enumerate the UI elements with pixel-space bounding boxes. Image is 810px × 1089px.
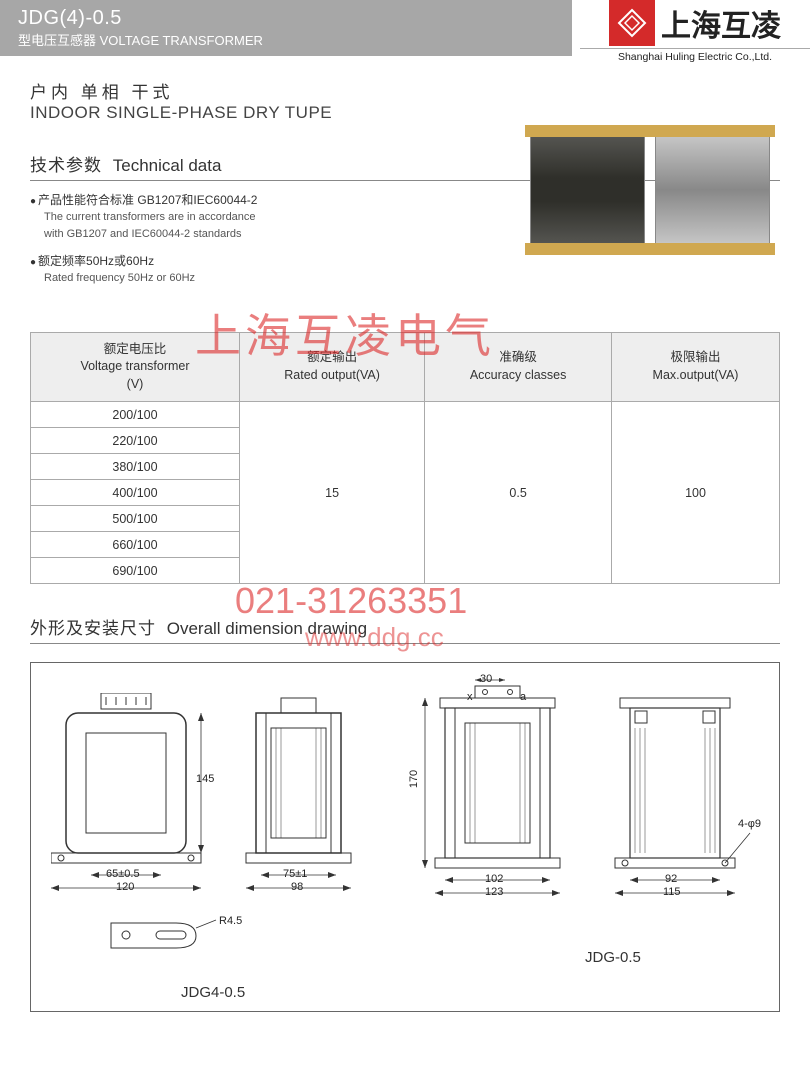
th-voltage: 额定电压比 Voltage transformer (V): [31, 332, 240, 402]
th-rated: 额定输出 Rated output(VA): [239, 332, 424, 402]
th-text: 准确级: [429, 349, 607, 367]
tech-item: 额定频率50Hz或60Hz Rated frequency 50Hz or 60…: [30, 252, 780, 287]
th-text: Max.output(VA): [616, 367, 775, 385]
th-text: 极限输出: [616, 349, 775, 367]
mark-a: a: [520, 691, 526, 703]
th-text: 额定电压比: [35, 341, 235, 359]
dim-base-r: 123: [485, 886, 503, 898]
subtitle-en: VOLTAGE TRANSFORMER: [100, 33, 263, 48]
product-photo: [530, 130, 770, 250]
model-subtitle: 型电压互感器 VOLTAGE TRANSFORMER: [18, 30, 554, 49]
cell-voltage: 500/100: [31, 506, 240, 532]
company-name-cn: 上海互凌: [661, 1, 781, 45]
model-number: JDG(4)-0.5: [18, 7, 554, 30]
company-logo-block: 上海互凌 Shanghai Huling Electric Co.,Ltd.: [580, 0, 810, 56]
cell-voltage: 380/100: [31, 454, 240, 480]
spec-table: 额定电压比 Voltage transformer (V) 额定输出 Rated…: [30, 332, 780, 585]
header-bar: JDG(4)-0.5 型电压互感器 VOLTAGE TRANSFORMER 上海…: [0, 0, 810, 56]
product-type-en: INDOOR SINGLE-PHASE DRY TUPE: [30, 103, 780, 123]
cell-voltage: 660/100: [31, 532, 240, 558]
cell-voltage: 690/100: [31, 558, 240, 584]
dim-head-cn: 外形及安装尺寸: [30, 619, 156, 638]
product-type-cn: 户内 单相 干式: [30, 78, 780, 103]
dim-inner-r: 102: [485, 873, 503, 885]
logo-icon: [609, 0, 655, 46]
front-view-left: [51, 693, 206, 893]
cell-max: 100: [612, 402, 780, 584]
dim-inner-w: 65±0.5: [106, 868, 140, 880]
dim-hole: 4-φ9: [738, 818, 761, 830]
cell-voltage: 400/100: [31, 480, 240, 506]
mark-x: x: [467, 691, 473, 703]
th-text: 额定输出: [244, 349, 420, 367]
dim-top-off: 30: [480, 673, 492, 685]
th-text: Accuracy classes: [429, 367, 607, 385]
dim-side-inner-r: 92: [665, 873, 677, 885]
dim-side-base-r: 115: [663, 886, 681, 898]
photo-closed: [530, 130, 645, 250]
side-view-left: [236, 693, 366, 893]
dim-height: 145: [196, 773, 214, 785]
dim-head-en: Overall dimension drawing: [167, 619, 367, 638]
cell-accuracy: 0.5: [425, 402, 612, 584]
dim-base-w: 120: [116, 881, 134, 893]
tech-head-cn: 技术参数: [30, 156, 102, 175]
dim-side-inner: 75±1: [283, 868, 307, 880]
dim-side-base: 98: [291, 881, 303, 893]
tech-head-en: Technical data: [113, 156, 222, 175]
side-view-right: [605, 683, 760, 903]
tech-item-line: Rated frequency 50Hz or 60Hz: [30, 270, 780, 287]
cell-voltage: 220/100: [31, 428, 240, 454]
subtitle-cn: 型电压互感器: [18, 33, 96, 48]
th-text: (V): [35, 376, 235, 394]
logo-row: 上海互凌: [609, 0, 781, 46]
th-max: 极限输出 Max.output(VA): [612, 332, 780, 402]
front-view-right: [415, 678, 580, 903]
th-text: Voltage transformer: [35, 358, 235, 376]
dim-height-r: 170: [408, 770, 420, 788]
photo-open: [655, 130, 770, 250]
drawing-left: 145 65±0.5 120 75±1 98: [31, 663, 405, 1011]
company-name-en: Shanghai Huling Electric Co.,Ltd.: [580, 48, 810, 63]
model-right: JDG-0.5: [585, 949, 641, 966]
spec-tbody: 200/100 15 0.5 100 220/100 380/100 400/1…: [31, 402, 780, 584]
title-band: JDG(4)-0.5 型电压互感器 VOLTAGE TRANSFORMER: [0, 0, 572, 56]
dim-section-head: 外形及安装尺寸 Overall dimension drawing: [30, 614, 780, 644]
drawing-right: 30 x a 170 102 123: [405, 663, 779, 1011]
model-left: JDG4-0.5: [181, 984, 245, 1001]
th-text: Rated output(VA): [244, 367, 420, 385]
cell-voltage: 200/100: [31, 402, 240, 428]
drawing-area: 145 65±0.5 120 75±1 98: [30, 662, 780, 1012]
cell-rated: 15: [239, 402, 424, 584]
lug-detail: [106, 918, 226, 958]
content-area: 户内 单相 干式 INDOOR SINGLE-PHASE DRY TUPE 技术…: [0, 56, 810, 1012]
th-accuracy: 准确级 Accuracy classes: [425, 332, 612, 402]
dim-lug-r: R4.5: [219, 915, 242, 927]
